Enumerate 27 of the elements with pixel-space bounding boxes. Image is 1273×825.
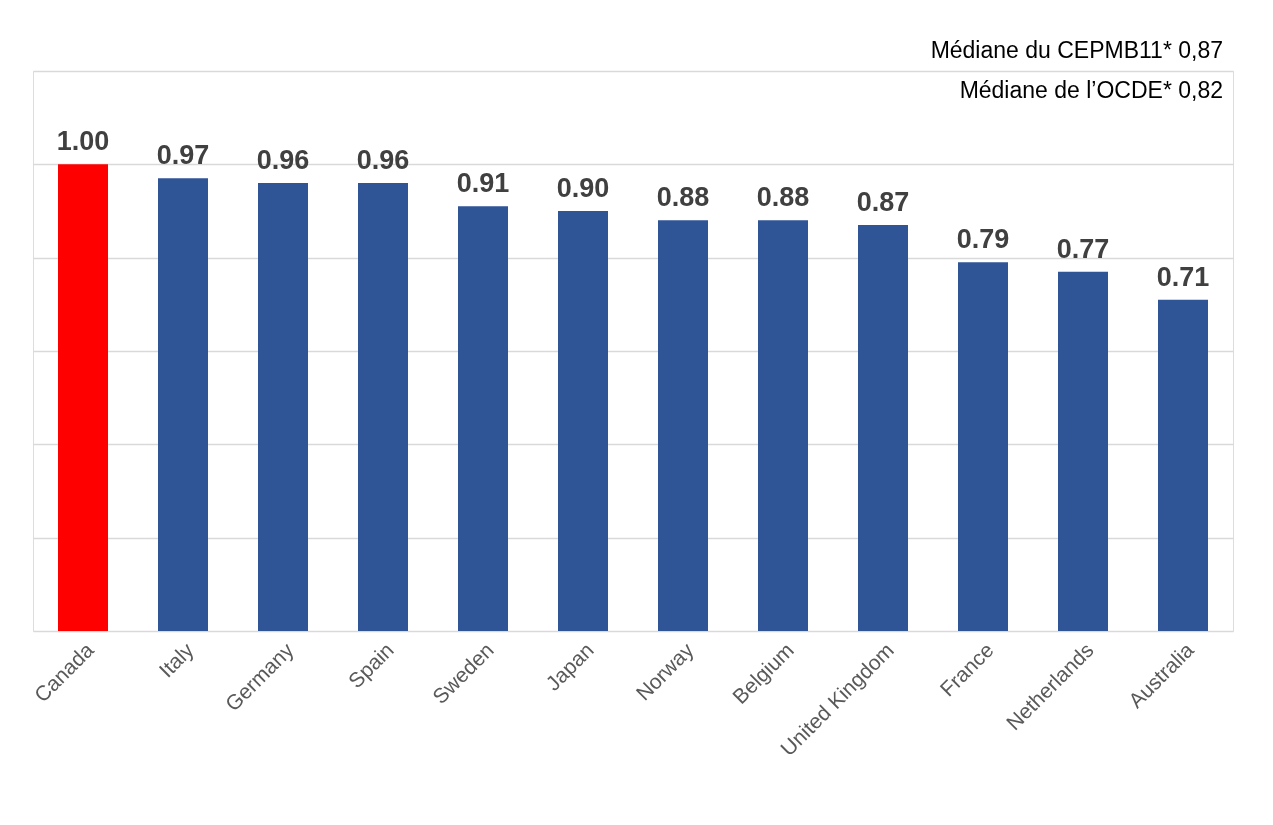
bar — [258, 183, 308, 631]
bar — [158, 178, 208, 631]
bar — [458, 206, 508, 631]
data-label: 0.88 — [656, 182, 710, 213]
bar — [958, 262, 1008, 631]
text: Médiane du CEPMB11* 0,87 — [930, 37, 1223, 63]
data-label: 0.71 — [1156, 261, 1210, 292]
data-label: 0.97 — [156, 140, 210, 171]
bar — [558, 211, 608, 631]
x-tick-label: Italy — [154, 637, 199, 682]
data-label: 0.96 — [356, 145, 410, 175]
data-label: 0.77 — [1056, 233, 1110, 264]
bar — [658, 220, 708, 631]
bar — [1058, 271, 1108, 631]
bar — [1158, 299, 1208, 631]
data-label: 0.91 — [456, 168, 510, 199]
bar — [858, 225, 908, 631]
data-label: 0.90 — [556, 173, 610, 203]
data-label: 0.87 — [856, 187, 910, 217]
data-label: 1.00 — [56, 126, 110, 157]
data-label: 0.79 — [956, 224, 1010, 255]
annotation: Médiane de l’OCDE* 0,82 — [959, 77, 1223, 103]
bar — [758, 220, 808, 631]
bar — [358, 183, 408, 631]
data-label: 0.88 — [756, 182, 810, 213]
data-label: 0.96 — [256, 145, 310, 175]
bar — [58, 164, 108, 631]
